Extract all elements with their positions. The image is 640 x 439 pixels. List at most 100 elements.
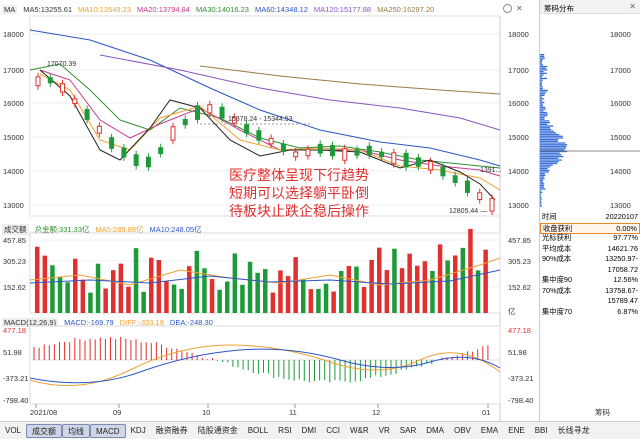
macd-axis-label: 51.98 <box>3 348 22 357</box>
indicator-tab[interactable]: MACD <box>90 423 126 438</box>
volume-bar <box>232 253 238 313</box>
indicator-tab[interactable]: 成交额 <box>26 423 63 438</box>
indicator-tab[interactable]: W&R <box>349 425 369 435</box>
indicator-tab[interactable]: SAR <box>399 425 417 435</box>
indicator-tab[interactable]: ENE <box>508 425 525 435</box>
candle <box>182 118 188 126</box>
indicator-tab[interactable]: EMA <box>480 425 499 435</box>
chip-bar <box>540 111 547 114</box>
indicator-tab[interactable]: KDJ <box>130 425 146 435</box>
volume-bar <box>149 257 154 313</box>
annotation-high: 17070.39 <box>47 61 76 68</box>
chip-bar <box>540 193 542 195</box>
indicator-tab[interactable]: 融资融券 <box>155 425 188 435</box>
chip-bar <box>540 176 545 178</box>
candle <box>415 157 421 167</box>
indicator-tab[interactable]: 陆股通资金 <box>197 425 238 435</box>
volume-bar <box>57 276 63 313</box>
chip-bar <box>540 164 553 166</box>
candle <box>428 161 434 171</box>
indicator-tab[interactable]: BOLL <box>247 425 269 435</box>
volume-axis-label: 305.23 <box>3 257 26 266</box>
chip-panel-title: 筹码分布 <box>544 4 574 13</box>
indicator-tab[interactable]: VOL <box>5 425 22 435</box>
chip-bar <box>540 178 545 180</box>
volume-bar <box>209 279 215 313</box>
macd-legend: MACD(12,26,9) MACD:-169.79 DIFF:-333.19 DEA… <box>0 316 213 328</box>
chip-bar <box>540 203 542 205</box>
legend-item: MA20:13794.84 <box>137 4 190 14</box>
volume-axis-label-right: 亿 <box>508 306 516 316</box>
volume-ma10 <box>29 269 501 285</box>
volume-bar <box>346 266 352 313</box>
volume-axis-label: 457.85 <box>3 236 26 245</box>
chip-bar <box>540 183 545 185</box>
chip-bar <box>540 77 548 80</box>
chip-bar <box>540 79 543 81</box>
candle <box>391 152 397 165</box>
chip-bar <box>540 94 545 97</box>
chip-bar <box>540 105 543 107</box>
indicator-tab[interactable]: DMA <box>426 425 444 435</box>
chip-stat-label: 平均成本 <box>542 243 572 253</box>
chip-bar <box>540 174 546 176</box>
ma-legend: MA MA5:13255.61 MA10:13549.23 MA20:13794.84… <box>0 3 434 15</box>
volume-bar <box>42 255 48 313</box>
chip-bar <box>540 116 545 119</box>
chip-bar <box>540 205 543 207</box>
volume-bar <box>88 292 93 313</box>
chip-axis-label: 18000 <box>610 30 631 39</box>
volume-bar <box>437 244 443 313</box>
settings-icon[interactable] <box>503 4 512 13</box>
indicator-tab[interactable]: 均线 <box>62 423 91 438</box>
volume-bar <box>339 271 344 313</box>
chip-bar <box>540 157 559 159</box>
candle <box>452 175 458 183</box>
candle <box>231 116 237 124</box>
chip-stat-value: 13250.97- <box>605 254 638 263</box>
candle <box>109 137 115 149</box>
chip-bar <box>540 166 551 168</box>
indicator-tab[interactable]: DMI <box>301 425 317 435</box>
indicator-tab[interactable]: CCI <box>326 425 340 435</box>
chip-bar <box>540 154 562 156</box>
chip-axis-label: 17000 <box>610 66 631 75</box>
chip-bar <box>540 125 554 127</box>
chip-bar <box>540 64 544 66</box>
volume-bar <box>301 279 306 313</box>
volume-bar <box>392 248 397 313</box>
indicator-tab[interactable]: BBI <box>534 425 548 435</box>
kline-chart[interactable]: 18000 18000 17000 17000 16000 16000 15000 15000… <box>0 0 540 421</box>
diff-line <box>29 344 501 387</box>
volume-bar <box>377 247 382 313</box>
volume-bar <box>141 291 146 313</box>
volume-bar <box>270 292 276 313</box>
chip-stat-row: 70%成本 13758.67- <box>540 286 640 297</box>
volume-bar <box>164 281 169 313</box>
candle <box>96 125 102 134</box>
close-icon[interactable]: ✕ <box>516 4 523 13</box>
indicator-tab[interactable]: VR <box>378 425 390 435</box>
chip-bar <box>540 55 545 57</box>
volume-bar <box>194 250 200 313</box>
chip-bar <box>540 144 568 146</box>
legend-item: 总金额:331.33亿 <box>34 224 90 234</box>
volume-bar <box>187 266 192 313</box>
indicator-tab[interactable]: OBV <box>454 425 471 435</box>
legend-item: MA <box>2 4 18 14</box>
macd-axis-label: 477.18 <box>3 326 26 335</box>
chip-bar <box>540 113 548 115</box>
chip-bar <box>540 76 542 78</box>
close-icon[interactable]: ✕ <box>629 2 636 11</box>
chip-bar <box>540 84 542 86</box>
indicator-tab[interactable]: RSI <box>278 425 292 435</box>
candle <box>379 151 385 158</box>
chip-bar <box>540 110 544 112</box>
chip-bar <box>540 133 560 136</box>
chip-bar <box>540 169 550 171</box>
chip-bar <box>540 145 567 148</box>
chip-histogram: 18000 17000 16000 15000 14000 13000 <box>540 30 640 210</box>
chip-bar <box>540 88 543 90</box>
indicator-tab[interactable]: 长线寻龙 <box>557 425 590 435</box>
